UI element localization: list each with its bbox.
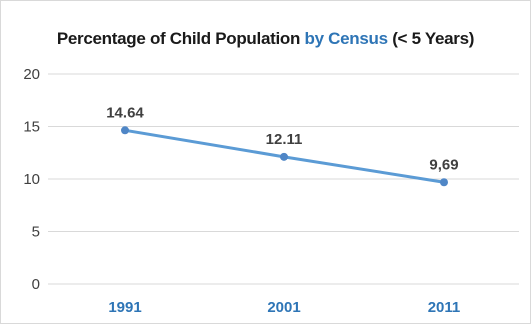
chart-title: Percentage of Child Population by Census… bbox=[0, 29, 531, 49]
x-tick-label: 2011 bbox=[428, 299, 461, 316]
data-label: 9,69 bbox=[429, 156, 458, 173]
chart-title-accent: by Census bbox=[304, 29, 388, 48]
chart-title-part3: (< 5 Years) bbox=[387, 29, 475, 48]
x-tick-label: 2001 bbox=[267, 299, 300, 316]
data-label: 14.64 bbox=[106, 104, 144, 121]
data-point bbox=[440, 178, 448, 187]
data-label: 12.11 bbox=[266, 131, 303, 148]
y-tick-label: 20 bbox=[23, 66, 40, 83]
y-tick-label: 10 bbox=[23, 171, 40, 188]
y-tick-label: 5 bbox=[32, 224, 40, 241]
data-point bbox=[280, 152, 288, 161]
data-point bbox=[121, 126, 129, 135]
x-tick-label: 1991 bbox=[108, 299, 141, 316]
y-tick-label: 0 bbox=[32, 276, 40, 293]
y-tick-label: 15 bbox=[23, 119, 40, 136]
chart-title-part1: Percentage of Child Population bbox=[56, 29, 305, 48]
